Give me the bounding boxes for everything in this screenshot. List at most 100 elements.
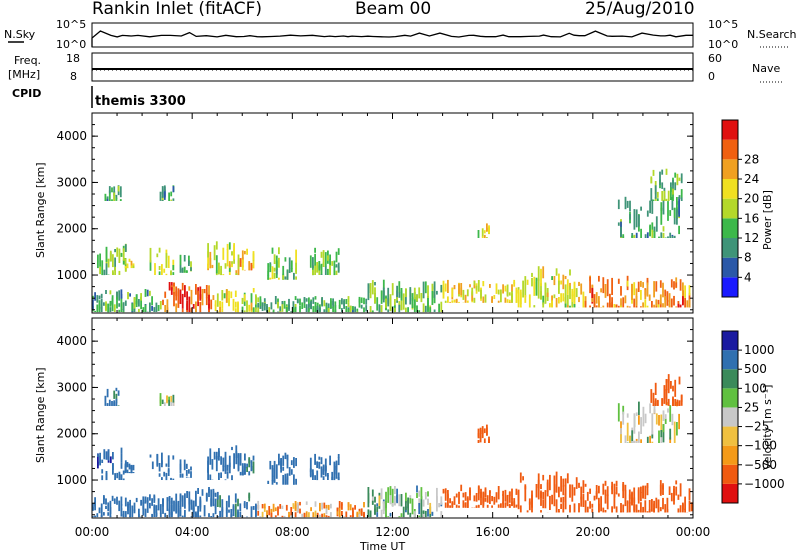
colorbar-tick-label: 12 [744, 231, 759, 245]
scatter-cell [172, 198, 175, 201]
scatter-cell [308, 512, 310, 518]
scatter-cell [124, 258, 127, 265]
scatter-cell [569, 484, 571, 498]
scatter-cell [651, 441, 654, 443]
scatter-cell [97, 453, 99, 469]
scatter-cell [257, 500, 260, 511]
scatter-cell [290, 311, 293, 312]
scatter-cell [120, 447, 123, 454]
scatter-cell [188, 469, 190, 474]
scatter-cell [237, 498, 239, 507]
scatter-cell [535, 277, 538, 296]
scatter-cell [129, 516, 131, 518]
scatter-cell [293, 474, 295, 485]
scatter-cell [660, 207, 663, 225]
scatter-cell [374, 496, 376, 503]
scatter-cell [682, 290, 684, 306]
scatter-cell [436, 487, 438, 503]
scatter-cell [533, 281, 536, 296]
scatter-cell [638, 401, 640, 416]
scatter-cell [257, 304, 260, 313]
scatter-cell [232, 298, 235, 311]
scatter-cell [122, 311, 125, 313]
scatter-cell [416, 493, 418, 498]
scatter-cell [290, 469, 293, 475]
scatter-cell [135, 497, 138, 503]
scatter-cell [179, 473, 182, 478]
scatter-cell [665, 198, 668, 201]
scatter-cell [611, 277, 613, 295]
scatter-cell [535, 489, 538, 498]
scatter-cell [477, 440, 480, 443]
scatter-cell [214, 503, 217, 515]
nsearch-label: N.Search [747, 28, 797, 41]
scatter-cell [120, 508, 123, 517]
scatter-cell [195, 490, 197, 507]
scatter-cell [665, 168, 668, 175]
scatter-cell [673, 421, 676, 443]
colorbar-swatch [722, 407, 738, 427]
scatter-cell [233, 245, 235, 260]
scatter-cell [558, 486, 560, 498]
scatter-cell [595, 485, 598, 497]
scatter-cell [338, 299, 341, 309]
scatter-cell [314, 265, 316, 275]
scatter-cell [477, 504, 480, 508]
scatter-cell [161, 399, 164, 404]
scatter-cell [212, 490, 215, 507]
scatter-cell [613, 483, 616, 498]
scatter-cell [108, 399, 111, 406]
scatter-cell [114, 473, 116, 480]
scatter-cell [624, 196, 627, 204]
scatter-cell [140, 516, 142, 518]
scatter-cell [620, 226, 622, 238]
scatter-cell [104, 395, 107, 406]
scatter-cell [633, 209, 636, 230]
scatter-cell [615, 480, 618, 487]
scatter-cell [469, 284, 471, 288]
scatter-cell [275, 482, 278, 485]
scatter-cell [484, 497, 487, 502]
scatter-cell [138, 513, 140, 518]
scatter-cell [290, 515, 293, 517]
scatter-cell [542, 474, 545, 481]
scatter-cell [486, 495, 489, 503]
scatter-cell [281, 505, 284, 509]
scatter-cell [669, 210, 672, 216]
scatter-cell [517, 289, 520, 308]
scatter-cell [578, 482, 580, 488]
scatter-cell [337, 248, 340, 255]
scatter-cell [444, 283, 447, 292]
scatter-cell [544, 282, 547, 304]
scatter-cell [290, 268, 293, 273]
scatter-cell [658, 236, 660, 238]
scatter-cell [402, 506, 405, 518]
scatter-cell [515, 299, 518, 303]
scatter-cell [367, 493, 370, 508]
scatter-cell [144, 304, 147, 312]
scatter-cell [600, 496, 602, 512]
scatter-cell [113, 192, 116, 201]
scatter-cell [542, 295, 545, 305]
scatter-cell [380, 509, 383, 518]
scatter-cell [584, 500, 587, 513]
scatter-cell [656, 198, 659, 201]
scatter-cell [92, 295, 94, 300]
scatter-cell [323, 309, 326, 313]
scatter-cell [654, 197, 657, 201]
scatter-cell [124, 497, 127, 507]
scatter-cell [98, 300, 101, 310]
scatter-cell [281, 301, 284, 305]
scatter-cell [292, 301, 295, 311]
scatter-cell [604, 510, 607, 513]
scatter-cell [578, 296, 580, 303]
scatter-cell [631, 491, 633, 502]
scatter-cell [531, 490, 533, 508]
scatter-cell [680, 394, 683, 402]
scatter-cell [540, 484, 542, 490]
scatter-cell [573, 304, 576, 308]
scatter-cell [447, 296, 449, 303]
scatter-cell [663, 389, 666, 404]
scatter-cell [660, 435, 663, 443]
scatter-cell [462, 500, 465, 507]
